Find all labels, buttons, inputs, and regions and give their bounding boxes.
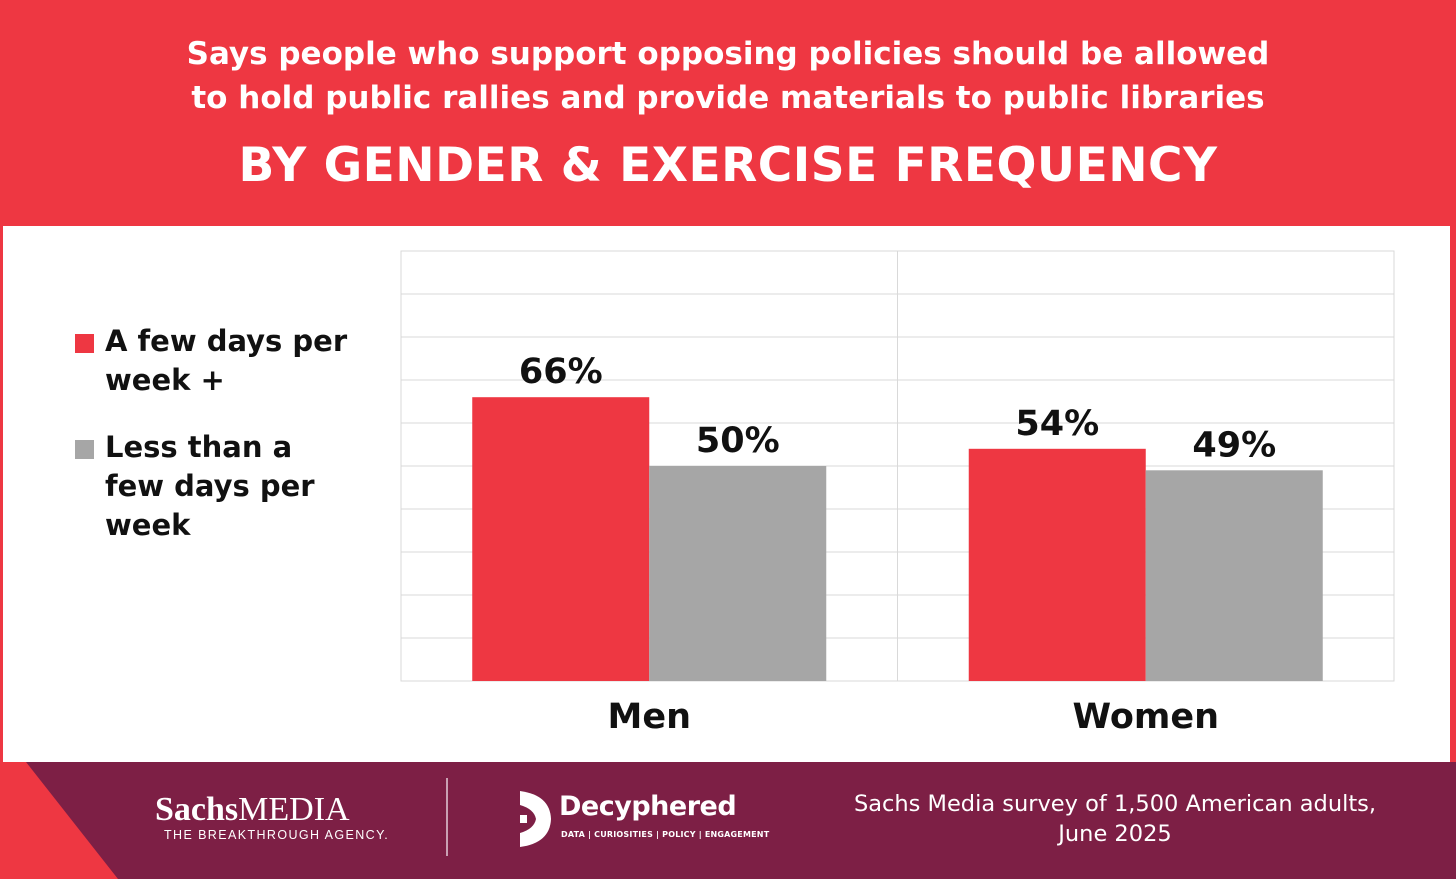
- footer-divider: [446, 778, 448, 856]
- data-label: 50%: [696, 421, 780, 461]
- header: Says people who support opposing policie…: [0, 0, 1456, 226]
- sachs-media-logo: SachsMEDIA THE BREAKTHROUGH AGENCY.: [155, 790, 389, 842]
- logo-name: Decyphered: [559, 791, 737, 822]
- bar: [1145, 470, 1323, 681]
- logo-tagline: DATA | CURIOSITIES | POLICY | ENGAGEMENT: [561, 830, 770, 839]
- data-label: 66%: [519, 352, 603, 392]
- data-label: 54%: [1015, 404, 1099, 444]
- logo-name-light: MEDIA: [238, 791, 350, 828]
- footer: SachsMEDIA THE BREAKTHROUGH AGENCY. Decy…: [0, 762, 1456, 879]
- category-label: Women: [1072, 697, 1219, 737]
- legend-label-line: A few days per: [105, 324, 348, 358]
- legend-label-line: week +: [105, 363, 225, 397]
- decyphered-icon: [520, 791, 551, 847]
- bar: [649, 466, 827, 681]
- logo-tagline: THE BREAKTHROUGH AGENCY.: [164, 828, 390, 842]
- legend-item-frequent: A few days per week +: [75, 322, 375, 400]
- legend-swatch-infrequent: [75, 440, 94, 459]
- source-line-2: June 2025: [1058, 821, 1172, 847]
- chart-panel: A few days per week + Less than a few da…: [3, 226, 1450, 762]
- legend-label-line: few days per: [105, 469, 315, 503]
- bar-chart: 66% 50% Men 54% 49% Women: [400, 250, 1395, 737]
- legend-label-line: Less than a: [105, 430, 293, 464]
- source-line-1: Sachs Media survey of 1,500 American adu…: [853, 791, 1377, 817]
- chart-subtitle: Says people who support opposing policie…: [0, 32, 1456, 120]
- logo-name-bold: Sachs: [155, 791, 239, 828]
- source-note: Sachs Media survey of 1,500 American adu…: [820, 789, 1410, 849]
- category-label: Men: [608, 697, 691, 737]
- data-label: 49%: [1192, 425, 1276, 465]
- chart-title: BY GENDER & EXERCISE FREQUENCY: [238, 138, 1218, 193]
- subtitle-line-1: Says people who support opposing policie…: [186, 36, 1270, 72]
- subtitle-line-2: to hold public rallies and provide mater…: [191, 80, 1265, 116]
- legend-item-infrequent: Less than a few days per week: [75, 428, 375, 545]
- legend-label-line: week: [105, 508, 191, 542]
- bar: [472, 397, 650, 681]
- legend: A few days per week + Less than a few da…: [75, 322, 375, 573]
- footer-band: [0, 762, 1456, 879]
- legend-swatch-frequent: [75, 334, 94, 353]
- bar: [968, 448, 1146, 681]
